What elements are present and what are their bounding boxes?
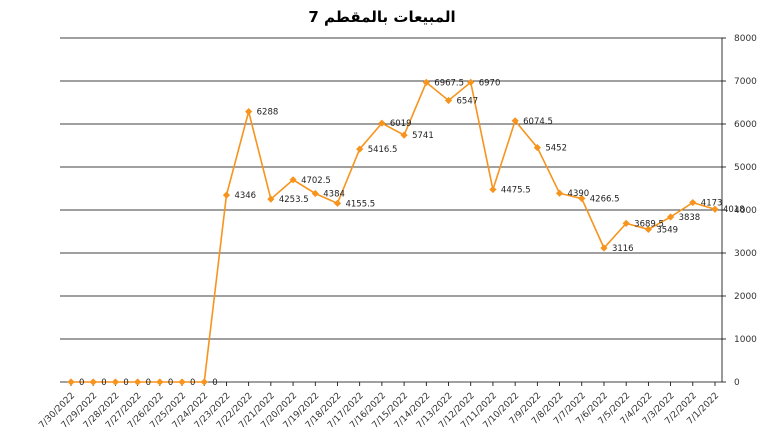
y-tick-label: 2000: [734, 292, 757, 302]
data-label: 0: [190, 378, 195, 388]
data-label: 0: [123, 378, 128, 388]
y-tick-label: 3000: [734, 249, 757, 259]
data-point-marker[interactable]: [444, 96, 453, 105]
data-label: 0: [101, 378, 106, 388]
data-point-marker[interactable]: [511, 117, 519, 125]
data-point-marker[interactable]: [289, 176, 297, 184]
chart-title: المبيعات بالمقطم 7: [308, 8, 456, 26]
data-label: 0: [168, 378, 173, 388]
data-point-marker[interactable]: [400, 131, 408, 139]
data-label: 5452: [545, 144, 567, 154]
data-point-marker[interactable]: [644, 225, 652, 233]
data-point-marker[interactable]: [378, 119, 386, 127]
data-label: 0: [146, 378, 151, 388]
data-point-marker[interactable]: [111, 378, 120, 386]
data-point-marker[interactable]: [555, 189, 564, 197]
data-label: 4702.5: [301, 176, 331, 186]
data-point-marker[interactable]: [222, 191, 231, 199]
data-point-marker[interactable]: [467, 78, 475, 86]
data-label: 4173: [701, 199, 723, 209]
y-tick-label: 6000: [734, 120, 757, 130]
data-point-marker[interactable]: [245, 108, 253, 116]
data-label: 3838: [679, 213, 701, 223]
data-point-marker[interactable]: [67, 378, 75, 386]
data-label: 4390: [568, 189, 590, 199]
data-label: 6967.5: [434, 78, 464, 88]
data-label: 6288: [257, 108, 279, 118]
data-label: 5741: [412, 131, 434, 141]
data-label: 4155.5: [345, 199, 375, 209]
data-label: 4346: [234, 191, 256, 201]
data-label: 6970: [479, 78, 501, 88]
data-point-marker[interactable]: [489, 185, 497, 194]
data-point-marker[interactable]: [600, 244, 608, 252]
y-tick-label: 5000: [734, 163, 757, 173]
data-point-marker[interactable]: [333, 199, 342, 207]
data-label: 4018: [723, 205, 745, 215]
data-point-marker[interactable]: [666, 213, 675, 221]
data-point-marker[interactable]: [89, 378, 97, 386]
data-point-marker[interactable]: [533, 143, 541, 152]
y-tick-label: 8000: [734, 34, 757, 44]
data-point-marker[interactable]: [200, 378, 208, 386]
data-label: 6547: [457, 96, 479, 106]
data-point-marker[interactable]: [134, 378, 142, 386]
data-label: 4475.5: [501, 186, 531, 196]
data-label: 4266.5: [590, 195, 620, 205]
data-point-marker[interactable]: [422, 78, 430, 86]
data-label: 3549: [656, 225, 678, 235]
y-tick-label: 4000: [734, 206, 757, 216]
data-label: 6074.5: [523, 117, 553, 127]
y-tick-label: 7000: [734, 77, 757, 87]
data-point-marker[interactable]: [711, 205, 719, 213]
data-point-marker[interactable]: [356, 145, 364, 153]
data-label: 4384: [323, 189, 345, 199]
data-label: 5416.5: [368, 145, 398, 155]
data-label: 3689.5: [634, 219, 664, 229]
series-line: [71, 80, 716, 383]
data-point-marker[interactable]: [622, 219, 630, 227]
data-label: 0: [79, 378, 84, 388]
data-label: 4253.5: [279, 195, 309, 205]
data-label: 3116: [612, 244, 634, 254]
data-label: 0: [212, 378, 217, 388]
data-point-marker[interactable]: [178, 378, 186, 386]
data-label: 6019: [390, 119, 412, 129]
data-point-marker[interactable]: [311, 189, 319, 198]
y-tick-label: 0: [734, 378, 740, 388]
data-point-marker[interactable]: [156, 378, 164, 386]
data-point-marker[interactable]: [689, 198, 697, 207]
data-point-marker[interactable]: [578, 194, 586, 203]
data-point-marker[interactable]: [267, 195, 275, 203]
y-tick-label: 1000: [734, 335, 757, 345]
